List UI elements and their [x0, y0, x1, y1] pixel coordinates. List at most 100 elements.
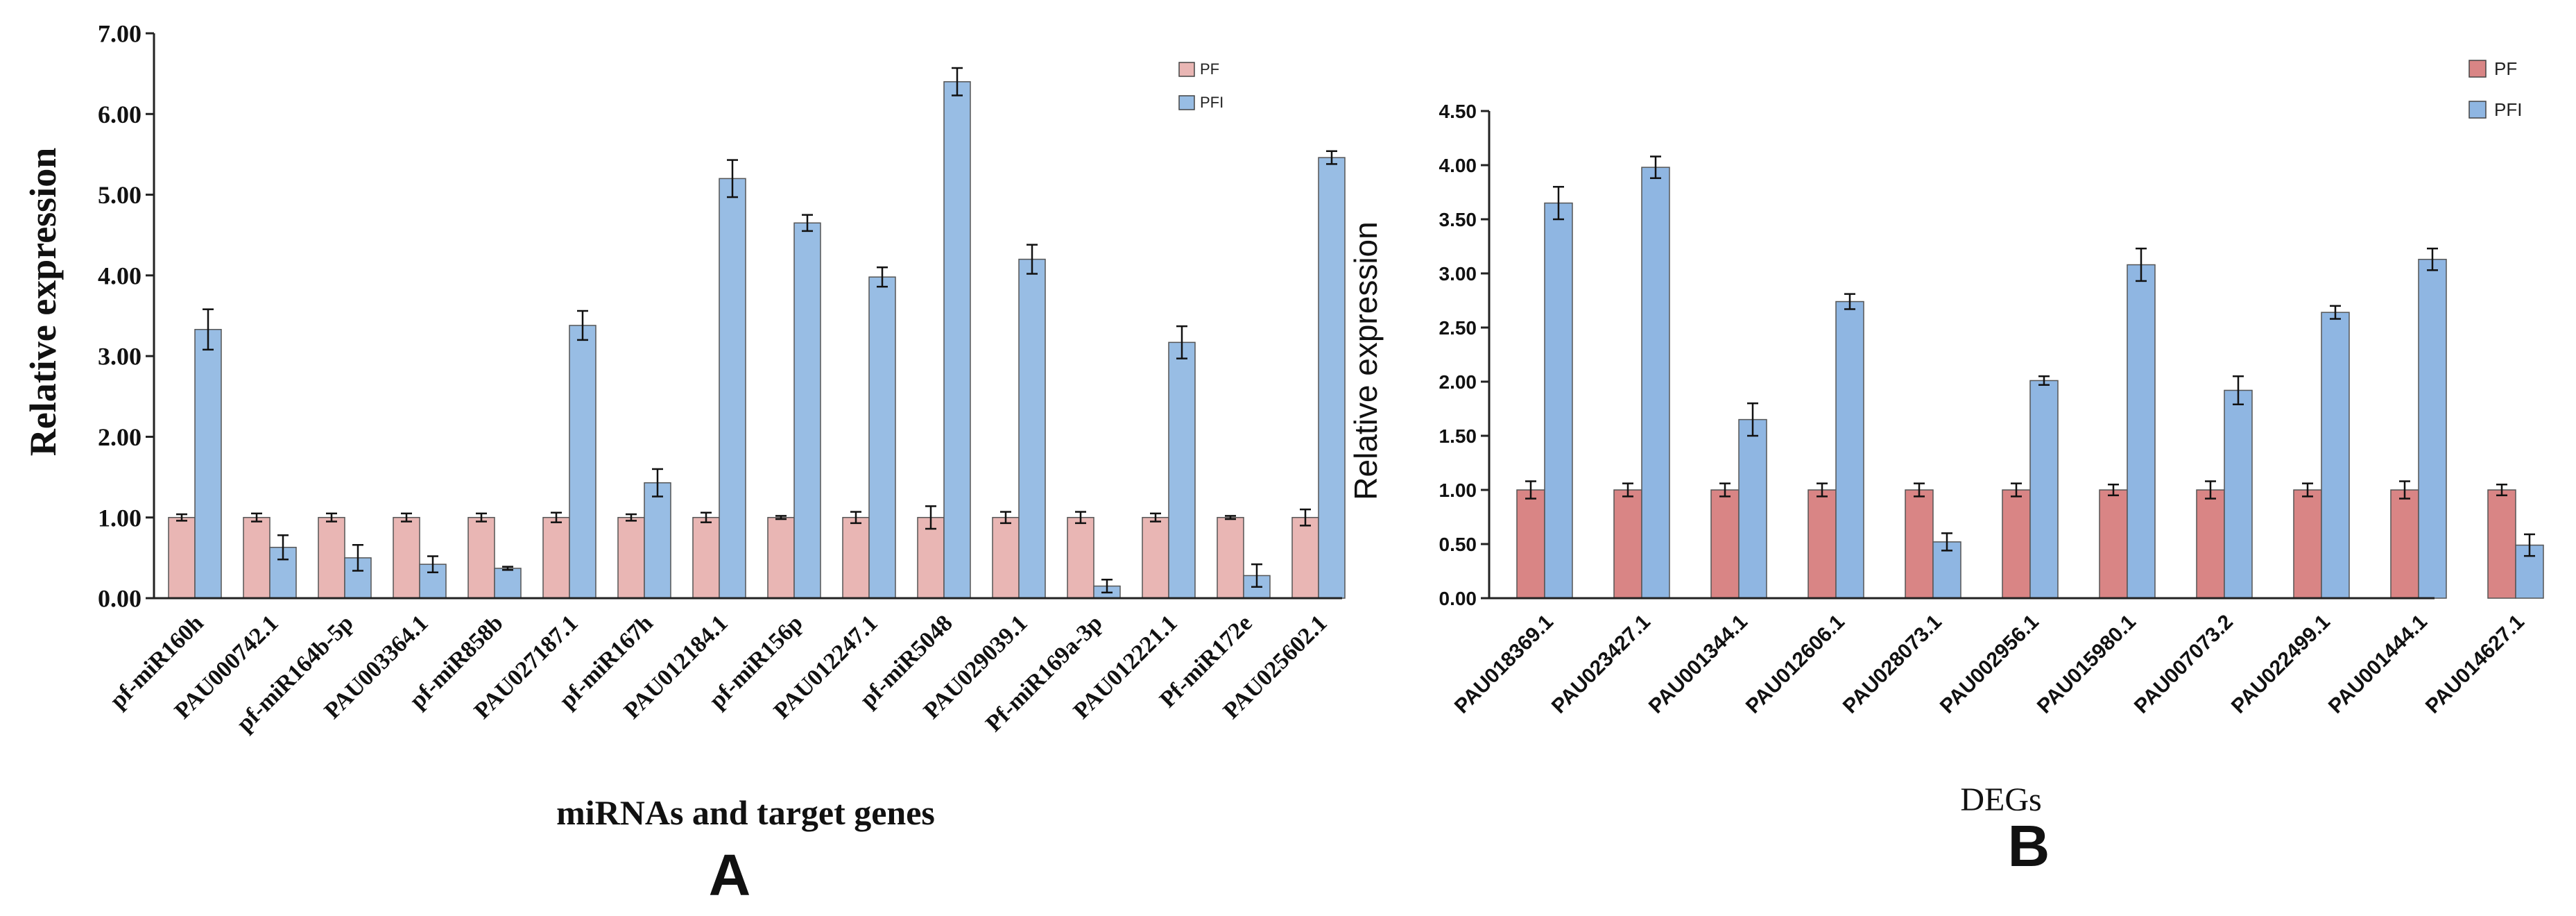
panel-a-error-bar-pfi [1326, 150, 1337, 165]
panel-b-error-bar-pf [1719, 482, 1731, 498]
panel-a-bar-pf [767, 516, 795, 599]
panel-a-error-bar-pf [925, 505, 936, 530]
panel-b-ylabel: Relative expression [1348, 221, 1384, 500]
panel-a-y-tick-label: 7.00 [98, 20, 141, 48]
panel-b-error-bar-pfi [1844, 293, 1855, 310]
panel-b-bar-pf [2487, 489, 2516, 599]
panel-b-error-bar-pf [2302, 482, 2313, 498]
panel-a-error-bar-pfi [277, 534, 289, 561]
panel-a-error-bar-pf [1300, 508, 1311, 527]
panel-a-error-bar-pfi [877, 266, 888, 288]
panel-a-error-bar-pf [1000, 511, 1011, 525]
panel-b-y-tick-label: 2.50 [1439, 317, 1477, 339]
panel-a-label: A [709, 842, 751, 908]
panel-a-error-bar-pfi [727, 159, 738, 198]
panel-a-y-tick-label: 0.00 [98, 585, 141, 613]
panel-b-error-bar-pf [2399, 480, 2410, 500]
panel-b-x-tick-label: PAU001344.1 [1645, 611, 1752, 718]
panel-b-x-tick-label: PAU028073.1 [1839, 611, 1946, 718]
panel-a-y-tick-label: 1.00 [98, 504, 141, 532]
panel-b-y-tick-label: 3.50 [1439, 209, 1477, 230]
panel-a-error-bar-pf [551, 511, 562, 523]
panel-a-bars [168, 81, 1346, 599]
panel-b-bar-pf [1516, 489, 1545, 599]
panel-b-x-tick-label: PAU007073.2 [2130, 611, 2238, 718]
panel-b-legend: PF PFI [2468, 58, 2522, 120]
panel-a-bar-pfi [868, 276, 896, 599]
panel-b-bar-pf [2293, 489, 2322, 599]
panel-b-x-tick-label: PAU018369.1 [1450, 611, 1558, 718]
panel-a-error-bar-pfi [1176, 325, 1187, 359]
panel-a-error-bar-pfi [652, 468, 663, 498]
panel-a-error-bar-pfi [502, 566, 513, 571]
panel-a-bar-pfi [1168, 341, 1196, 599]
panel-b-bar-pf [1710, 489, 1740, 599]
panel-b-bar-pf [1808, 489, 1837, 599]
panel-b-error-bar-pfi [2427, 247, 2438, 271]
panel-b-error-bar-pfi [2524, 533, 2535, 557]
panel-a-bar-pf [168, 516, 196, 599]
panel-b-bar-pfi [2029, 380, 2059, 599]
panel-b-legend-pfi-label: PFI [2494, 99, 2522, 120]
panel-a-xlabel: miRNAs and target genes [556, 793, 935, 832]
panel-a-legend-pf-label: PF [1200, 60, 1219, 78]
panel-a-legend-pf-swatch [1178, 62, 1195, 77]
panel-b-bar-pfi [2224, 389, 2253, 599]
panel-a-error-bar-pf [850, 511, 861, 525]
panel-a-bar-pfi [793, 222, 821, 599]
panel-a-legend: PF PFI [1178, 60, 1223, 111]
panel-b-y-ticks: 0.00 0.50 1.00 1.50 2.00 2.50 3.00 3.50 4.00 4.50 [1439, 101, 1489, 609]
panel-b-y-tick-label: 0.00 [1439, 588, 1477, 609]
panel-a-bar-pf [318, 516, 345, 599]
panel-b-y-tick-label: 4.50 [1439, 101, 1477, 122]
panel-b-y-tick-label: 2.00 [1439, 371, 1477, 393]
panel-a-bar-pf [1067, 516, 1094, 599]
panel-b-legend-pf-swatch [2468, 60, 2487, 78]
panel-a-bar-pfi [1018, 258, 1046, 599]
panel-b-y-tick-label: 3.00 [1439, 263, 1477, 285]
panel-a-error-bar-pfi [577, 309, 588, 341]
panel-b-y-tick-label: 0.50 [1439, 534, 1477, 555]
panel-b-error-bar-pf [2205, 480, 2216, 500]
panel-b-bar-pf [2390, 489, 2419, 599]
panel-b-error-bar-pfi [2233, 375, 2244, 406]
panel-b-y-tick-label: 1.00 [1439, 480, 1477, 501]
panel-b-bars [1516, 167, 2544, 599]
panel-a-bar-pfi [719, 178, 746, 599]
panel-a-bar-pf [617, 516, 645, 599]
panel-a-legend-pfi-swatch [1178, 95, 1195, 110]
panel-a-error-bar-pf [1075, 511, 1086, 525]
panel-b-bar-pfi [1738, 418, 1767, 599]
panel-b-error-bar-pf [2011, 482, 2022, 498]
panel-b-x-tick-label: PAU001444.1 [2324, 611, 2432, 718]
panel-b-error-bar-pfi [2038, 375, 2050, 386]
panel-b-x-tick-label: PAU015980.1 [2033, 611, 2140, 718]
panel-a-error-bars [176, 67, 1337, 594]
panel-a-y-tick-label: 4.00 [98, 262, 141, 289]
panel-a-error-bar-pf [176, 513, 187, 522]
panel-b-error-bar-pf [2108, 483, 2119, 497]
panel-b-bar-pfi [2321, 312, 2350, 599]
panel-b-x-tick-labels: PAU018369.1PAU023427.1PAU001344.1PAU0126… [1450, 611, 2529, 718]
panel-a-y-ticks: 0.00 1.00 2.00 3.00 4.00 5.00 6.00 7.00 [98, 20, 154, 613]
panel-a-error-bar-pf [626, 513, 637, 522]
panel-a-y-tick-label: 6.00 [98, 101, 141, 128]
panel-b-bar-pfi [2418, 258, 2447, 599]
panel-b-x-tick-label: PAU022499.1 [2227, 611, 2335, 718]
panel-b-x-tick-label: PAU023427.1 [1547, 611, 1655, 718]
panel-b-error-bar-pf [1622, 482, 1633, 498]
panel-b-bar-pfi [2127, 264, 2156, 599]
panel-b-bar-pfi [1641, 167, 1670, 599]
panel-a-error-bar-pfi [203, 308, 214, 351]
panel-a-y-tick-label: 3.00 [98, 343, 141, 371]
panel-b-bar-pf [1905, 489, 1934, 599]
panel-b-error-bar-pf [1525, 480, 1536, 500]
panel-b-error-bar-pf [2496, 483, 2507, 497]
panel-a-error-bar-pf [251, 512, 262, 523]
panel-a-bar-pf [1142, 516, 1169, 599]
panel-a-bar-pf [1217, 516, 1244, 599]
panel-a-error-bar-pf [326, 512, 337, 523]
panel-b-bar-pf [2099, 489, 2128, 599]
panel-a-error-bar-pf [1225, 515, 1236, 520]
